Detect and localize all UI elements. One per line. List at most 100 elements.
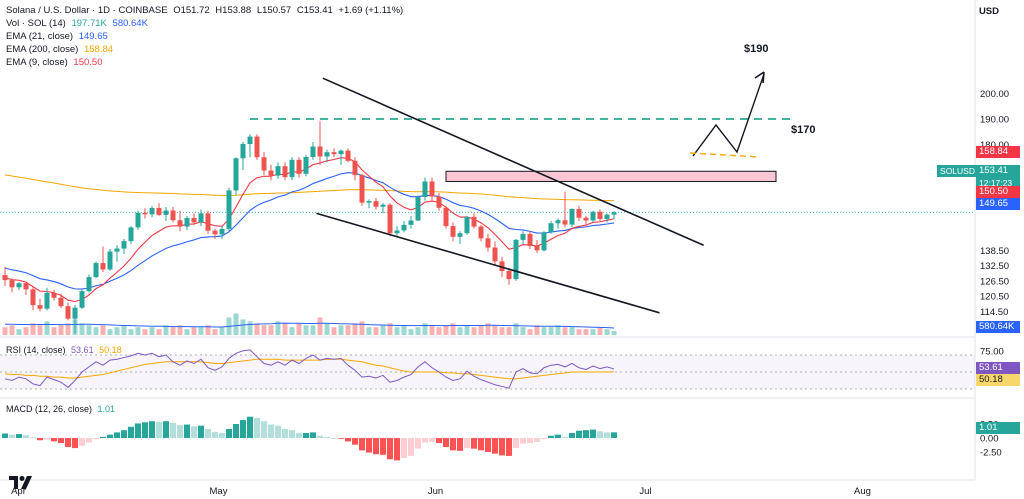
- macd-tag: 1.01: [976, 422, 1020, 434]
- candle-body: [457, 233, 463, 237]
- candle-body: [478, 226, 484, 239]
- candle-body: [163, 210, 169, 215]
- candle-body: [37, 305, 43, 309]
- volume-bar: [142, 329, 148, 335]
- volume-bar: [562, 327, 568, 335]
- target-190-label: $190: [744, 43, 768, 55]
- candle-body: [261, 157, 267, 171]
- rsi-tag: 53.61: [976, 362, 1020, 374]
- candle-body: [72, 307, 78, 319]
- price-tick-label: 126.50: [980, 276, 1009, 287]
- candle-body: [198, 213, 204, 223]
- symbol-legend[interactable]: Solana / U.S. Dollar · 1D · COINBASE O15…: [6, 4, 406, 17]
- candle-body: [121, 241, 127, 249]
- volume-legend[interactable]: Vol · SOL (14) 197.71K 580.64K: [6, 17, 151, 30]
- macd-histogram-bar: [198, 425, 204, 438]
- candle-body: [247, 136, 253, 144]
- time-tick-label: May: [210, 486, 228, 497]
- ohlc-low: L150.57: [256, 5, 292, 16]
- macd-histogram-bar: [163, 421, 169, 438]
- volume-bar: [576, 329, 582, 335]
- macd-histogram-bar: [436, 438, 442, 444]
- candle-body: [506, 270, 512, 280]
- macd-histogram-bar: [324, 436, 330, 438]
- volume-bar: [310, 325, 316, 335]
- currency-label[interactable]: USD: [978, 6, 999, 17]
- macd-legend[interactable]: MACD (12, 26, close) 1.01: [6, 403, 118, 416]
- candle-body: [170, 210, 176, 221]
- tradingview-logo-icon[interactable]: [8, 473, 34, 491]
- macd-histogram-bar: [282, 429, 288, 438]
- price-tick-label: 114.50: [980, 307, 1008, 318]
- volume-bar: [205, 325, 211, 335]
- ema21-legend[interactable]: EMA (21, close) 149.65: [6, 30, 111, 43]
- candle-body: [226, 190, 232, 229]
- macd-histogram-bar: [597, 431, 603, 438]
- macd-pane[interactable]: [2, 416, 617, 461]
- candle-body: [303, 156, 309, 174]
- macd-histogram-bar: [170, 422, 176, 438]
- rsi-label: RSI (14, close): [6, 345, 66, 355]
- target-170-label: $170: [791, 124, 815, 136]
- macd-histogram-bar: [51, 438, 57, 442]
- macd-histogram-bar: [128, 426, 134, 438]
- channel-lower-line: [316, 212, 660, 314]
- ema21-value: 149.65: [78, 31, 108, 42]
- rsi-ma-line: [4, 358, 615, 380]
- macd-histogram-bar: [541, 438, 547, 440]
- price-pane[interactable]: [2, 121, 617, 335]
- volume-bar: [443, 325, 449, 335]
- volume-bar: [9, 325, 15, 335]
- macd-histogram-bar: [338, 438, 344, 439]
- rsi-pane[interactable]: [4, 349, 615, 389]
- volume-bar: [65, 323, 71, 335]
- candle-body: [65, 306, 71, 319]
- volume-bar: [471, 327, 477, 335]
- macd-histogram-bar: [93, 438, 99, 440]
- macd-histogram-bar: [499, 438, 505, 456]
- macd-histogram-bar: [233, 424, 239, 438]
- rsi-legend[interactable]: RSI (14, close) 53.61 50.18: [6, 344, 125, 357]
- volume-bar: [135, 327, 141, 335]
- volume-bar: [352, 323, 358, 335]
- candle-body: [583, 217, 589, 221]
- candle-body: [373, 201, 379, 207]
- volume-bar: [156, 329, 162, 335]
- candle-body: [296, 159, 302, 174]
- candle-body: [2, 275, 8, 281]
- volume-bar: [79, 323, 85, 335]
- volume-bar: [604, 329, 610, 335]
- ema200-label: EMA (200, close): [6, 44, 79, 55]
- annotations: $190 $170: [250, 43, 815, 314]
- volume-bar: [177, 325, 183, 335]
- macd-histogram-bar: [65, 438, 71, 447]
- macd-histogram-bar: [569, 432, 575, 438]
- volume-bar: [415, 327, 421, 335]
- volume-bar: [457, 327, 463, 335]
- candle-body: [317, 146, 323, 157]
- candle-body: [359, 175, 365, 203]
- candle-body: [338, 150, 344, 155]
- ema21-label: EMA (21, close): [6, 31, 74, 42]
- volume-bar: [555, 325, 561, 335]
- macd-histogram-bar: [408, 438, 414, 456]
- volume-bar: [114, 327, 120, 335]
- candle-body: [184, 217, 190, 227]
- candle-body: [331, 152, 337, 155]
- macd-histogram-bar: [58, 438, 64, 444]
- candle-body: [499, 261, 505, 271]
- macd-histogram-bar: [16, 434, 22, 438]
- macd-histogram-bar: [464, 438, 470, 449]
- ema9-line: [4, 157, 615, 303]
- volume-bar: [240, 319, 246, 335]
- candle-body: [345, 150, 351, 161]
- macd-histogram-bar: [429, 438, 435, 442]
- price-tick-label: 120.50: [980, 292, 1009, 303]
- ema9-legend[interactable]: EMA (9, close) 150.50: [6, 56, 105, 69]
- ema200-legend[interactable]: EMA (200, close) 158.84: [6, 43, 116, 56]
- candle-body: [492, 247, 498, 262]
- macd-histogram-bar: [100, 436, 106, 438]
- macd-histogram-bar: [30, 437, 36, 439]
- macd-histogram-bar: [37, 438, 43, 441]
- macd-histogram-bar: [506, 438, 512, 456]
